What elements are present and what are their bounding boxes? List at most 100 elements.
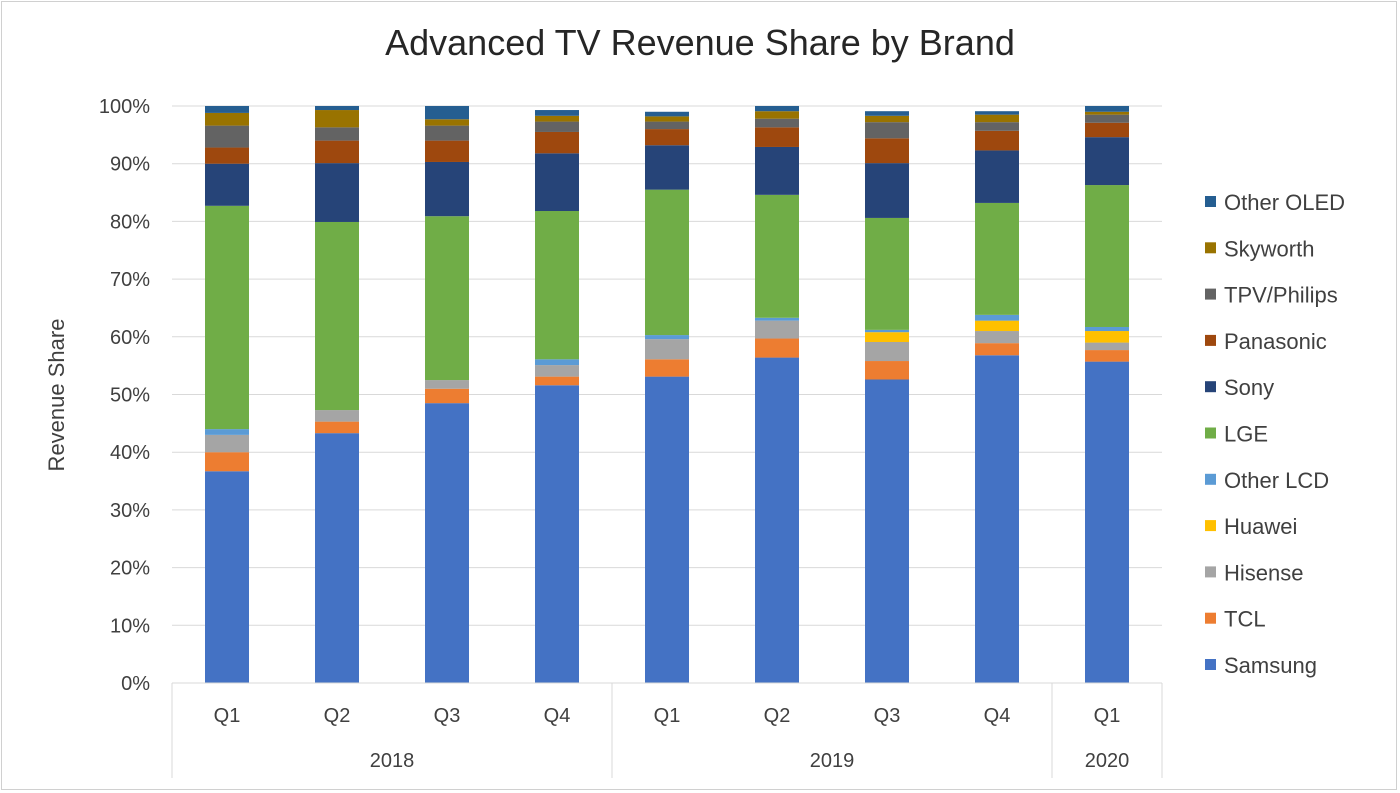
bar-segment-tpv-philips xyxy=(755,118,799,128)
legend-label-other-oled: Other OLED xyxy=(1224,190,1345,215)
x-group-label: 2018 xyxy=(370,750,415,772)
bar-segment-tcl xyxy=(205,452,249,472)
bar-segment-lge xyxy=(645,189,689,336)
y-tick-label: 50% xyxy=(110,385,150,407)
bar-segment-other-lcd xyxy=(205,429,249,435)
bar-segment-other-lcd xyxy=(865,329,909,333)
bar-segment-tcl xyxy=(755,338,799,358)
x-group-label: 2019 xyxy=(810,750,855,772)
bar-segment-samsung xyxy=(865,379,909,683)
legend-label-hisense: Hisense xyxy=(1224,560,1303,585)
legend-label-skyworth: Skyworth xyxy=(1224,236,1314,261)
y-tick-label: 30% xyxy=(110,500,150,522)
bar-segment-tpv-philips xyxy=(865,122,909,139)
bar-segment-tcl xyxy=(315,421,359,434)
bar-segment-hisense xyxy=(975,331,1019,344)
y-tick-label: 100% xyxy=(99,96,150,118)
bar-segment-tpv-philips xyxy=(975,122,1019,131)
y-tick-label: 60% xyxy=(110,327,150,349)
chart-title: Advanced TV Revenue Share by Brand xyxy=(385,22,1015,63)
legend-label-huawei: Huawei xyxy=(1224,514,1297,539)
bar-segment-other-lcd xyxy=(645,335,689,340)
bar-segment-tpv-philips xyxy=(1085,114,1129,123)
bar-segment-panasonic xyxy=(535,131,579,154)
bar-segment-panasonic xyxy=(425,140,469,162)
bar-segment-tpv-philips xyxy=(535,121,579,132)
bar-segment-skyworth xyxy=(315,110,359,128)
bar-segment-tpv-philips xyxy=(315,127,359,141)
bar-segment-hisense xyxy=(1085,342,1129,351)
y-tick-label: 80% xyxy=(110,211,150,233)
bar-segment-samsung xyxy=(755,357,799,683)
bar-segment-samsung xyxy=(205,471,249,683)
bar-segment-tcl xyxy=(865,361,909,380)
bar-segment-hisense xyxy=(535,365,579,377)
y-tick-label: 40% xyxy=(110,442,150,464)
bar-segment-skyworth xyxy=(865,115,909,123)
bar-segment-sony xyxy=(975,150,1019,203)
bar-segment-other-oled xyxy=(755,106,799,112)
legend-swatch-lge xyxy=(1205,427,1216,439)
legend-swatch-other-lcd xyxy=(1205,473,1216,485)
legend-swatch-samsung xyxy=(1205,659,1216,670)
legend-label-samsung: Samsung xyxy=(1224,653,1317,678)
x-tick-label: Q4 xyxy=(544,705,571,727)
bar-segment-tcl xyxy=(535,376,579,386)
legend-swatch-other-oled xyxy=(1205,196,1216,207)
bar-segment-hisense xyxy=(645,339,689,360)
bar-segment-tcl xyxy=(425,388,469,404)
bar-segment-sony xyxy=(205,163,249,206)
bar-segment-skyworth xyxy=(975,114,1019,123)
bar-segment-hisense xyxy=(205,434,249,453)
bar-segment-other-oled xyxy=(425,106,469,120)
legend-label-tcl: TCL xyxy=(1224,607,1266,632)
bar-segment-skyworth xyxy=(425,119,469,126)
bar-segment-sony xyxy=(315,163,359,222)
x-group-label: 2020 xyxy=(1085,750,1130,772)
bar-segment-skyworth xyxy=(535,115,579,122)
bar-segment-panasonic xyxy=(645,129,689,146)
bar-segment-samsung xyxy=(535,385,579,683)
bar-segment-panasonic xyxy=(865,138,909,164)
bar-segment-other-oled xyxy=(535,110,579,116)
bar-segment-sony xyxy=(865,163,909,218)
y-tick-label: 0% xyxy=(121,673,150,695)
bar-segment-huawei xyxy=(1085,331,1129,343)
bar-segment-samsung xyxy=(1085,361,1129,683)
bar-segment-hisense xyxy=(315,410,359,422)
bar-segment-lge xyxy=(1085,185,1129,327)
bar-segment-other-oled xyxy=(205,106,249,113)
y-tick-label: 90% xyxy=(110,154,150,176)
y-tick-label: 20% xyxy=(110,558,150,580)
bar-segment-tpv-philips xyxy=(205,125,249,148)
y-tick-label: 70% xyxy=(110,269,150,291)
bar-segment-skyworth xyxy=(645,116,689,122)
legend-label-panasonic: Panasonic xyxy=(1224,329,1327,354)
legend-swatch-hisense xyxy=(1205,566,1216,578)
bar-segment-lge xyxy=(975,202,1019,315)
legend-swatch-sony xyxy=(1205,381,1216,393)
bar-segment-other-oled xyxy=(975,111,1019,115)
bar-segment-panasonic xyxy=(755,127,799,147)
bar-segment-other-lcd xyxy=(1085,326,1129,332)
bar-segment-samsung xyxy=(975,355,1019,683)
bar-segment-panasonic xyxy=(975,130,1019,151)
bar-segment-other-lcd xyxy=(755,317,799,321)
bar-segment-samsung xyxy=(645,376,689,683)
bar-segment-other-oled xyxy=(865,111,909,116)
bar-segment-sony xyxy=(1085,137,1129,186)
legend-swatch-skyworth xyxy=(1205,242,1216,254)
legend-label-lge: LGE xyxy=(1224,422,1268,447)
x-tick-label: Q1 xyxy=(654,705,681,727)
legend-label-other-lcd: Other LCD xyxy=(1224,468,1329,493)
bar-segment-other-oled xyxy=(1085,106,1129,112)
bar-segment-tpv-philips xyxy=(645,121,689,130)
bar-segment-sony xyxy=(755,146,799,195)
bar-segment-samsung xyxy=(315,433,359,683)
bar-segment-panasonic xyxy=(1085,122,1129,138)
x-tick-label: Q1 xyxy=(1094,705,1121,727)
bar-segment-lge xyxy=(425,216,469,381)
bar-segment-tpv-philips xyxy=(425,125,469,141)
x-tick-label: Q1 xyxy=(214,705,241,727)
